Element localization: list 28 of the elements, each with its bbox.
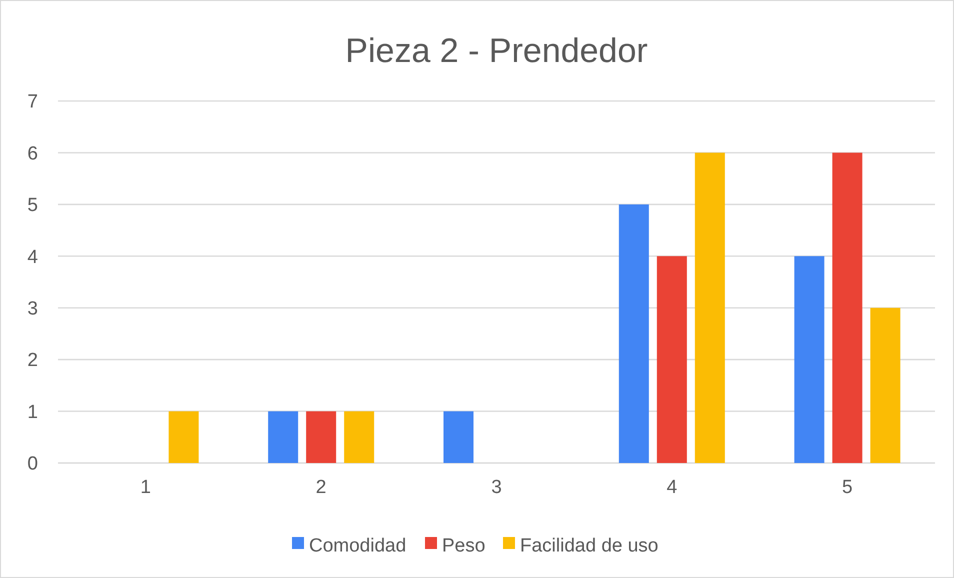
bar [832, 152, 862, 463]
y-tick-label: 3 [27, 298, 38, 320]
bar [344, 411, 374, 463]
chart-title: Pieza 2 - Prendedor [345, 32, 648, 70]
bar [694, 152, 725, 463]
bar [870, 308, 900, 463]
bar [168, 411, 199, 463]
x-tick-label: 3 [491, 477, 502, 498]
y-tick-label: 5 [27, 195, 38, 216]
legend-label: Facilidad de uso [520, 536, 658, 557]
bar [618, 204, 649, 463]
bar [656, 256, 687, 463]
x-tick-label: 1 [140, 477, 151, 498]
x-tick-label: 4 [666, 477, 678, 498]
legend-label: Comodidad [309, 536, 406, 557]
y-tick-label: 4 [27, 246, 38, 268]
legend-label: Peso [442, 536, 486, 557]
bar [444, 411, 474, 463]
y-tick-label: 1 [27, 402, 38, 423]
bar [306, 411, 336, 463]
y-tick-label: 7 [27, 92, 38, 113]
x-tick-label: 2 [316, 477, 326, 498]
y-tick-label: 0 [27, 454, 38, 475]
x-tick-label: 5 [842, 477, 853, 498]
bar [268, 411, 298, 463]
y-tick-label: 6 [27, 143, 38, 164]
y-tick-label: 2 [27, 350, 38, 372]
bar [794, 256, 824, 463]
